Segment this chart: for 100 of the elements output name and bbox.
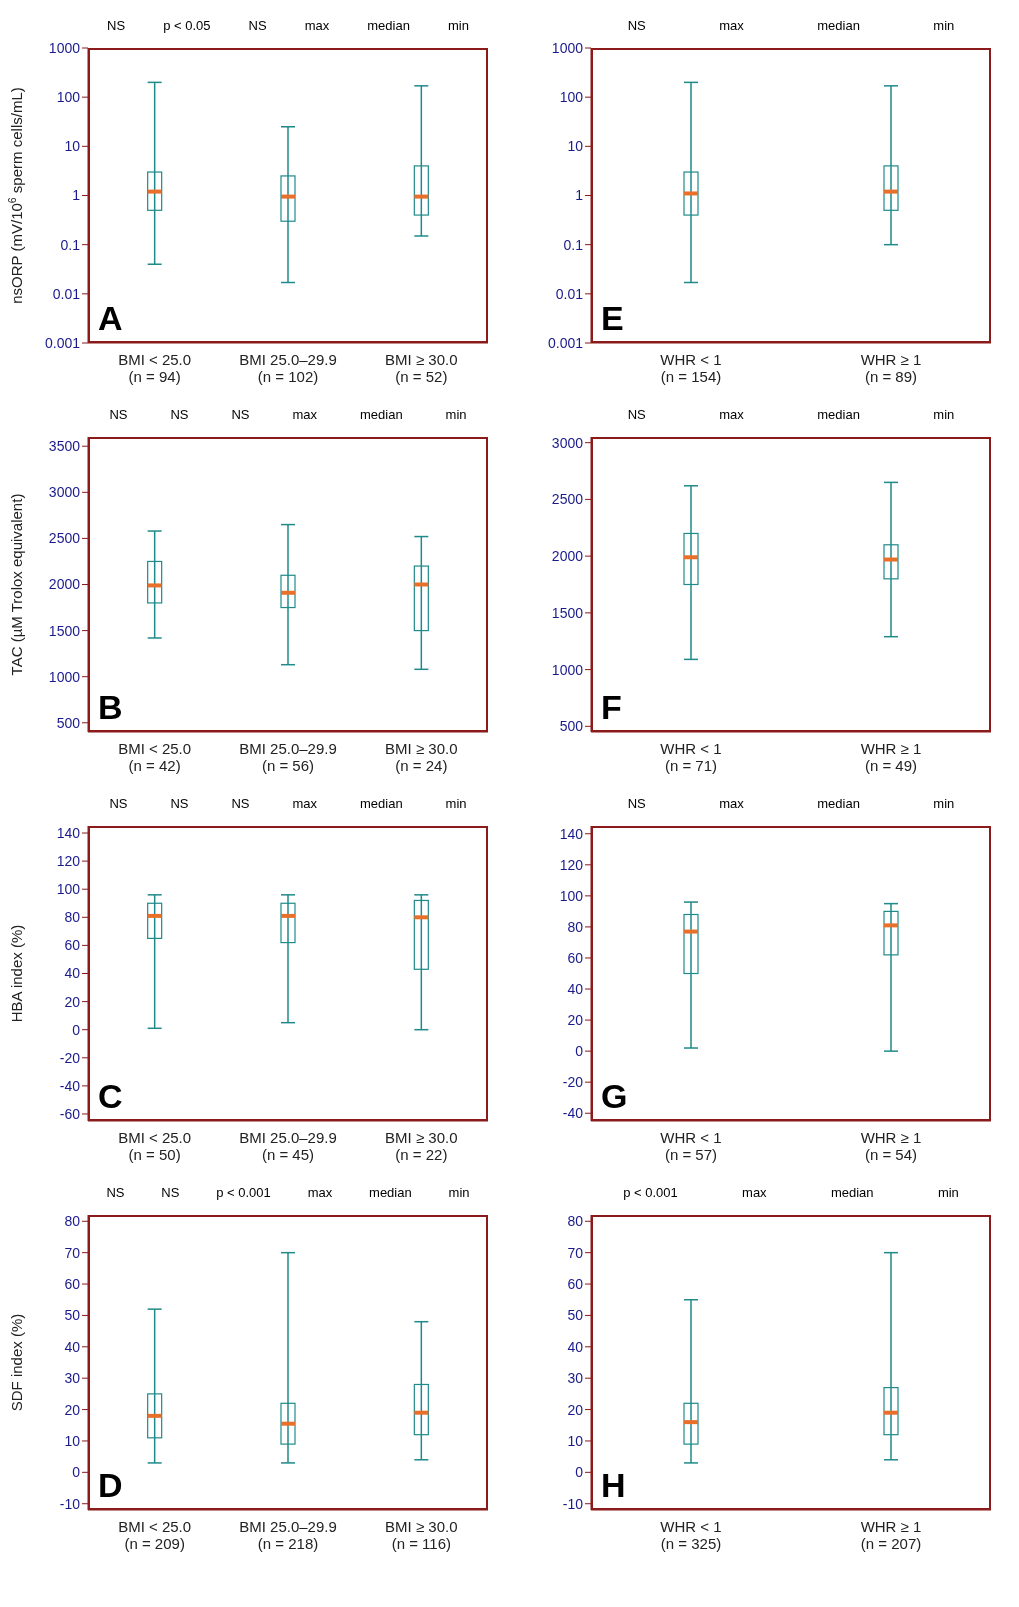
x-tick-label: WHR ≥ 1 (n = 49) [860,740,922,774]
y-tick-label: 100 [559,89,584,106]
y-tick-label: 80 [567,1213,584,1230]
y-tick-label: 30 [64,1370,81,1387]
text: G [601,1077,628,1116]
y-tick-label: 2000 [48,576,81,593]
text: A [98,299,123,338]
x-tick-label: WHR ≥ 1 (n = 89) [860,351,922,385]
text: min [933,796,955,811]
x-tick-label: WHR ≥ 1 (n = 207) [860,1518,922,1552]
text: max [304,18,330,33]
y-tick-label: 1500 [48,622,81,639]
text: median [367,18,410,33]
y-axis-title: SDF index (%) [8,1313,25,1412]
y-tick-label: 40 [64,1338,81,1355]
text: median [817,18,860,33]
text: median [359,796,403,811]
text: NS [109,407,128,422]
y-tick-label: 40 [567,981,584,997]
y-tick-label: 20 [64,1401,81,1418]
x-tick-label: BMI ≥ 30.0 (n = 116) [385,1518,458,1552]
text: median [817,407,860,422]
y-tick-label: 0.1 [60,236,81,253]
y-tick-label: 1 [72,187,81,204]
text: median [369,1185,412,1200]
text: NS [627,407,646,422]
y-tick-label: 10 [64,138,81,155]
y-tick-label: 500 [56,714,81,731]
y-tick-label: 3000 [551,434,584,451]
y-tick-label: -60 [59,1105,81,1122]
y-tick-label: 1000 [551,39,584,56]
text: F [601,688,622,727]
y-tick-label: 40 [64,965,81,982]
text: p < 0.001 [623,1185,678,1200]
text: NS [231,407,250,422]
text: p < 0.05 [163,18,211,33]
y-tick-label: -10 [562,1495,584,1512]
y-tick-label: 50 [64,1307,81,1324]
y-tick-label: 1000 [48,668,81,685]
y-tick-label: 1000 [48,39,81,56]
text: NS [109,796,128,811]
text: NS [106,1185,125,1200]
y-tick-label: 1000 [551,661,584,678]
y-tick-label: 60 [567,949,584,966]
x-tick-label: BMI ≥ 30.0 (n = 52) [385,351,458,385]
y-tick-label: 20 [567,1012,584,1029]
y-tick-label: 80 [567,918,584,935]
y-tick-label: -40 [59,1077,81,1094]
x-tick-label: BMI < 25.0 (n = 94) [118,351,192,385]
y-tick-label: 30 [567,1370,584,1387]
y-tick-label: 120 [559,856,584,873]
y-tick-label: 100 [56,89,81,106]
x-tick-label: WHR < 1 (n = 57) [660,1129,722,1163]
text: median [359,407,403,422]
x-tick-label: BMI ≥ 30.0 (n = 24) [385,740,458,774]
y-tick-label: 3500 [48,438,81,455]
text: NS [170,796,189,811]
x-tick-label: BMI < 25.0 (n = 42) [118,740,192,774]
y-tick-label: 140 [559,825,584,842]
text: NS [231,796,250,811]
y-tick-label: 0.01 [52,285,81,302]
y-tick-label: 10 [567,1432,584,1449]
text: D [98,1466,123,1505]
text: max [719,407,744,422]
text: E [601,299,624,338]
text: max [292,407,318,422]
x-tick-label: WHR < 1 (n = 71) [660,740,722,774]
x-tick-label: WHR < 1 (n = 325) [660,1518,722,1552]
y-tick-label: 10 [64,1432,81,1449]
y-tick-label: 60 [64,937,81,954]
x-tick-label: BMI < 25.0 (n = 209) [118,1518,192,1552]
text: min [937,1185,959,1200]
y-tick-label: -20 [59,1049,81,1066]
text: min [933,407,955,422]
y-tick-label: 0 [575,1464,584,1481]
y-tick-label: 20 [64,993,81,1010]
text: median [817,796,860,811]
y-tick-label: 0 [72,1464,81,1481]
y-axis-title: HBA index (%) [8,924,25,1023]
text: max [307,1185,333,1200]
text: p < 0.001 [216,1185,271,1200]
y-tick-label: 0 [575,1043,584,1060]
y-tick-label: 2500 [48,530,81,547]
y-tick-label: 500 [559,718,584,735]
y-tick-label: 1 [575,187,584,204]
y-axis-title: TAC (µM Trolox equivalent) [8,493,25,676]
text: NS [170,407,189,422]
text: min [448,1185,470,1200]
text: min [445,407,467,422]
text: min [933,18,955,33]
y-tick-label: 1500 [551,604,584,621]
x-tick-label: BMI 25.0–29.9 (n = 56) [239,740,337,774]
y-tick-label: 100 [559,887,584,904]
text: min [445,796,467,811]
text: NS [161,1185,180,1200]
y-tick-label: 0.1 [563,236,584,253]
x-tick-label: BMI < 25.0 (n = 50) [118,1129,192,1163]
text: max [292,796,318,811]
y-tick-label: 0.01 [555,285,584,302]
y-tick-label: -10 [59,1495,81,1512]
